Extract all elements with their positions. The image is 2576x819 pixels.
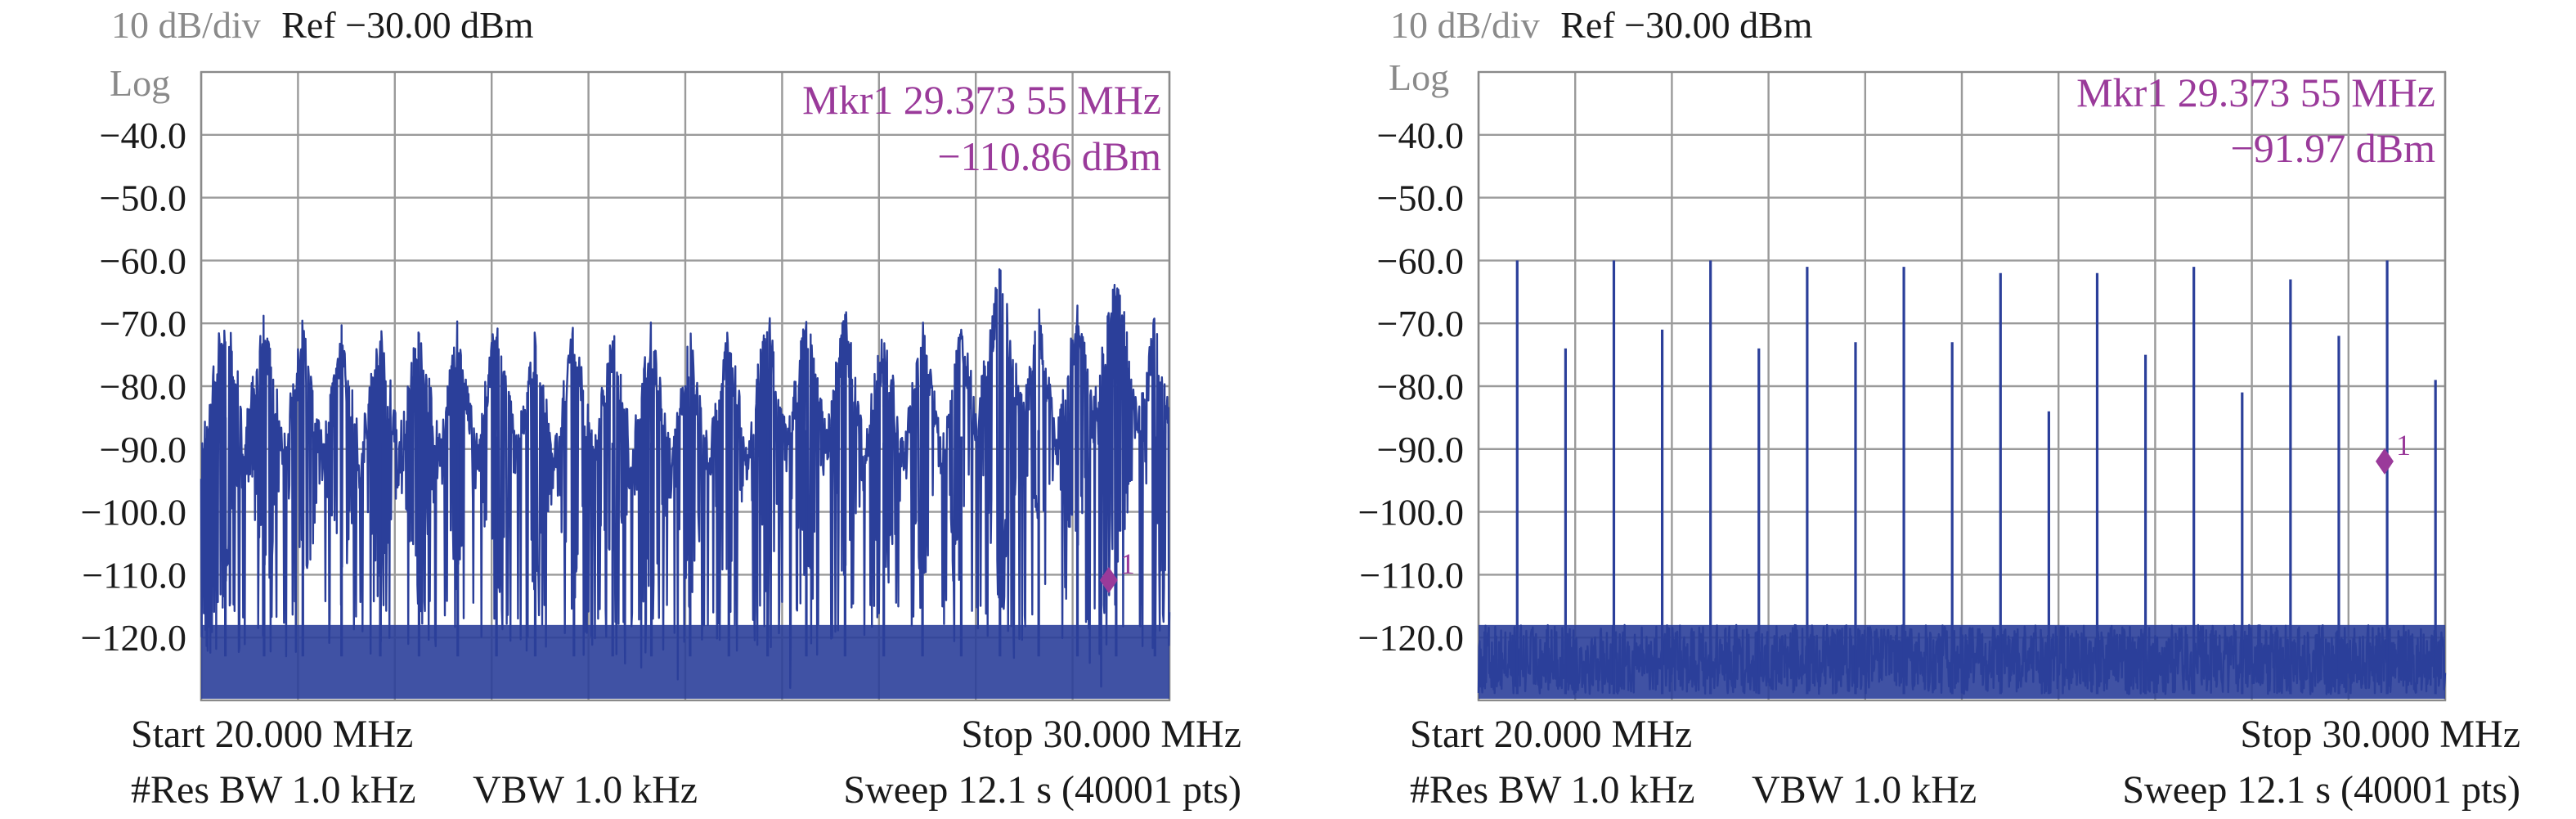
y-tick-label: −80.0 (1377, 366, 1464, 407)
marker-frequency-readout: Mkr1 29.373 55 MHz (2076, 70, 2435, 115)
start-frequency-label: Start 20.000 MHz (131, 713, 413, 756)
stop-frequency-label: Stop 30.000 MHz (961, 713, 1241, 756)
y-tick-label: −100.0 (1358, 492, 1464, 533)
sweep-label: Sweep 12.1 s (40001 pts) (843, 768, 1241, 812)
marker-diamond (1099, 567, 1118, 594)
spectrum-trace (200, 268, 1171, 689)
y-tick-label: −120.0 (81, 617, 186, 659)
marker-1[interactable]: 1 (1099, 547, 1135, 594)
start-frequency-label: Start 20.000 MHz (1410, 713, 1692, 756)
y-tick-label: −90.0 (1377, 429, 1464, 470)
y-tick-label: −70.0 (100, 303, 186, 344)
ref-level-label: Ref −30.00 dBm (1560, 4, 1813, 46)
y-tick-label: −110.0 (82, 554, 186, 596)
y-tick-label: −40.0 (100, 115, 186, 156)
svg-text:10 dB/div Ref −30.00 dBm: 10 dB/div Ref −30.00 dBm (111, 4, 534, 46)
y-tick-label: −90.0 (100, 429, 186, 470)
y-tick-label: −60.0 (100, 240, 186, 281)
res-bw-label: #Res BW 1.0 kHz (1410, 768, 1694, 812)
ref-level-label: Ref −30.00 dBm (281, 4, 534, 46)
trace-line (1477, 623, 2447, 695)
vbw-label: VBW 1.0 kHz (473, 768, 698, 812)
noise-floor-band (201, 624, 1169, 699)
y-axis-ticks: −40.0 −50.0 −60.0 −70.0 −80.0 −90.0 −100.0 −110… (1358, 115, 1464, 659)
sweep-label: Sweep 12.1 s (40001 pts) (2122, 768, 2520, 812)
spectrum-trace (1477, 260, 2447, 695)
log-scale-label: Log (1389, 56, 1449, 98)
y-tick-label: −50.0 (1377, 178, 1464, 219)
y-tick-label: −60.0 (1377, 240, 1464, 281)
marker-level-readout: −91.97 dBm (2231, 125, 2436, 171)
scale-label: 10 dB/div (1390, 4, 1540, 46)
marker-number: 1 (1120, 547, 1135, 580)
marker-frequency-readout: Mkr1 29.373 55 MHz (802, 77, 1161, 123)
y-tick-label: −80.0 (100, 366, 186, 407)
trace-line (200, 268, 1171, 689)
y-tick-label: −100.0 (81, 492, 186, 533)
marker-level-readout: −110.86 dBm (937, 133, 1161, 179)
plot-frame (1477, 70, 2447, 702)
scale-label: 10 dB/div (111, 4, 261, 46)
spectrum-panel-right: 10 dB/div Ref −30.00 dBm Log −40.0−50.0−… (1358, 4, 2520, 812)
vbw-label: VBW 1.0 kHz (1752, 768, 1977, 812)
plot-grid (1477, 70, 2447, 702)
svg-text:10 dB/div Ref −30.00 dBm: 10 dB/div Ref −30.00 dBm (1390, 4, 1813, 46)
y-tick-label: −110.0 (1359, 554, 1464, 596)
log-scale-label: Log (110, 62, 170, 104)
y-tick-label: −70.0 (1377, 303, 1464, 344)
y-tick-label: −120.0 (1358, 617, 1464, 659)
y-tick-label: −50.0 (100, 178, 186, 219)
marker-number: 1 (2396, 429, 2411, 461)
marker-diamond (2375, 448, 2394, 475)
noise-floor (201, 624, 1169, 699)
stop-frequency-label: Stop 30.000 MHz (2240, 713, 2520, 756)
y-tick-label: −40.0 (1377, 115, 1464, 156)
marker-1[interactable]: 1 (2375, 429, 2411, 475)
spectrum-panel-left: 10 dB/div Ref −30.00 dBm Log −40.0−50.0−… (81, 4, 1241, 812)
res-bw-label: #Res BW 1.0 kHz (131, 768, 415, 812)
y-axis-ticks: −40.0 −50.0 −60.0 −70.0 −80.0 −90.0 −100.0 −110… (81, 115, 186, 659)
plot-frame (200, 70, 1171, 702)
